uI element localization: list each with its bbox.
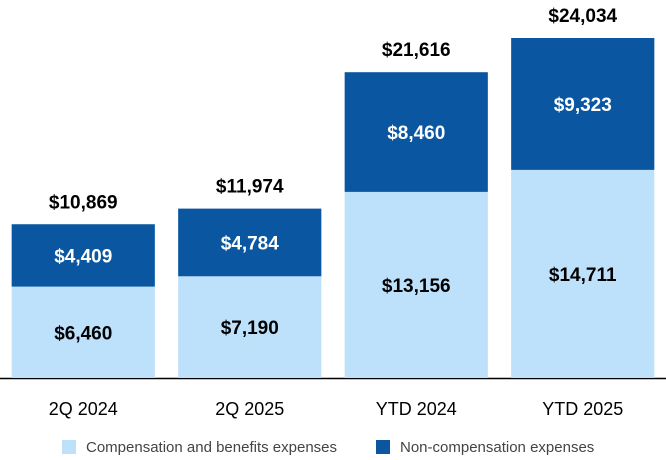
value-label: $8,460 xyxy=(387,123,445,144)
total-label: $10,869 xyxy=(49,192,118,213)
x-tick-label: 2Q 2025 xyxy=(215,399,284,419)
value-label: $9,323 xyxy=(554,95,612,116)
value-label: $13,156 xyxy=(382,276,451,297)
bar-segment xyxy=(344,191,488,378)
legend-swatch xyxy=(376,440,390,454)
value-label: $7,190 xyxy=(221,318,279,339)
total-label: $24,034 xyxy=(548,6,617,27)
value-label: $14,711 xyxy=(549,265,617,286)
bar-segment xyxy=(11,286,155,378)
value-label: $4,409 xyxy=(54,246,112,267)
bar-segment xyxy=(344,72,488,192)
value-label: $4,784 xyxy=(221,233,280,254)
bar-segment xyxy=(11,224,155,287)
legend-swatch xyxy=(62,440,76,454)
bar-segment xyxy=(511,38,655,170)
legend-label: Non-compensation expenses xyxy=(400,439,594,456)
total-label: $11,974 xyxy=(216,177,284,198)
bar-segment xyxy=(511,169,655,378)
x-tick-label: 2Q 2024 xyxy=(49,399,118,419)
total-label: $21,616 xyxy=(382,40,451,61)
bar-segment xyxy=(178,276,322,378)
legend-label: Compensation and benefits expenses xyxy=(86,439,337,456)
x-tick-label: YTD 2025 xyxy=(542,399,623,419)
x-tick-label: YTD 2024 xyxy=(376,399,457,419)
bar-segment xyxy=(178,208,322,277)
value-label: $6,460 xyxy=(54,323,112,344)
